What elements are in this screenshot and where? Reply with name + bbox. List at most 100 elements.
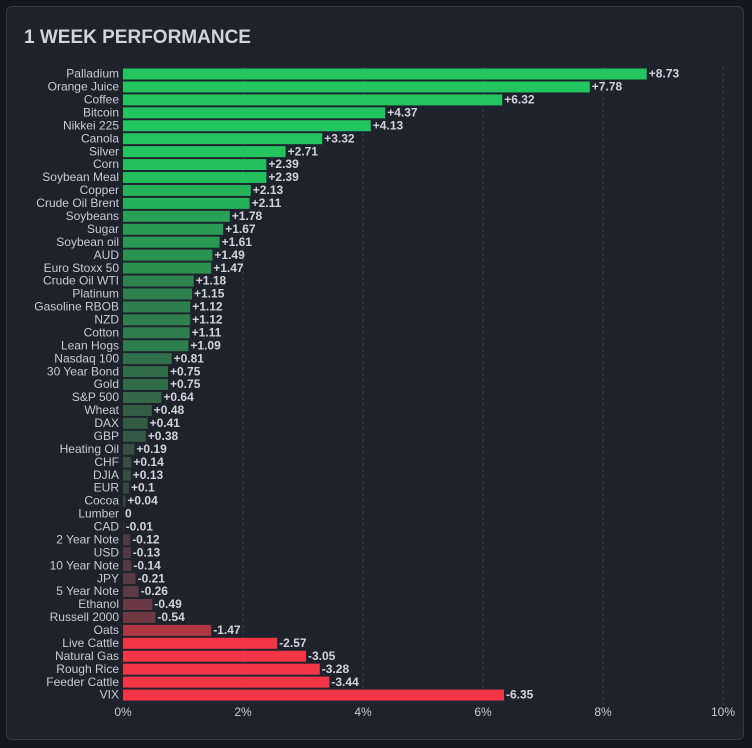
bar <box>123 262 212 274</box>
bar <box>123 275 194 287</box>
bar <box>123 120 371 132</box>
bar <box>123 521 124 533</box>
value-label: +0.14 <box>133 455 164 469</box>
category-label: S&P 500 <box>72 390 119 404</box>
value-label: +0.75 <box>170 377 201 391</box>
category-label: Crude Oil Brent <box>36 196 119 210</box>
bar <box>123 184 251 196</box>
value-label: +1.12 <box>192 300 223 314</box>
category-label: EUR <box>94 481 120 495</box>
value-label: +1.12 <box>192 313 223 327</box>
value-label: +4.37 <box>387 105 418 119</box>
value-label: +8.73 <box>649 67 680 81</box>
bar <box>123 495 126 507</box>
bar <box>123 146 286 158</box>
bar <box>123 353 172 365</box>
value-label: +0.38 <box>148 429 179 443</box>
bar <box>123 327 190 339</box>
category-label: Live Cattle <box>62 636 119 650</box>
bar <box>123 611 156 623</box>
bar <box>123 404 152 416</box>
value-label: -6.35 <box>506 688 534 702</box>
bar <box>123 210 230 222</box>
x-tick-label: 2% <box>234 705 252 719</box>
category-label: Feeder Cattle <box>46 675 119 689</box>
category-label: Orange Juice <box>48 80 120 94</box>
category-label: CAD <box>94 520 120 534</box>
category-label: DAX <box>94 416 119 430</box>
bar <box>123 469 131 481</box>
value-label: +0.13 <box>133 468 164 482</box>
category-label: AUD <box>94 248 120 262</box>
category-label: Cocoa <box>84 494 119 508</box>
bar <box>123 598 153 610</box>
value-label: -0.21 <box>138 571 166 585</box>
category-label: Crude Oil WTI <box>43 274 119 288</box>
value-label: +1.49 <box>214 248 245 262</box>
bar <box>123 637 278 649</box>
bar <box>123 689 504 701</box>
bar <box>123 288 192 300</box>
value-label: -0.26 <box>141 584 169 598</box>
x-tick-label: 4% <box>354 705 372 719</box>
category-label: Oats <box>94 623 119 637</box>
category-label: Sugar <box>87 222 119 236</box>
value-label: +1.11 <box>192 325 222 339</box>
category-label: Soybeans <box>66 209 119 223</box>
value-label: +3.32 <box>324 131 355 145</box>
x-tick-label: 8% <box>594 705 612 719</box>
value-label: -0.01 <box>126 520 154 534</box>
bar <box>123 560 132 572</box>
category-label: Canola <box>81 131 119 145</box>
category-label: Soybean oil <box>56 235 119 249</box>
category-label: Lumber <box>78 507 119 521</box>
category-label: 5 Year Note <box>56 584 119 598</box>
category-label: VIX <box>100 688 119 702</box>
value-label: +1.15 <box>194 287 225 301</box>
bar <box>123 534 131 546</box>
category-label: DJIA <box>93 468 119 482</box>
category-label: Corn <box>93 157 119 171</box>
bar <box>123 456 132 468</box>
value-label: +4.13 <box>373 118 404 132</box>
value-label: -0.12 <box>132 532 160 546</box>
bar <box>123 159 267 171</box>
category-label: Gasoline RBOB <box>34 300 119 314</box>
category-label: Platinum <box>72 287 119 301</box>
category-label: CHF <box>94 455 119 469</box>
category-label: USD <box>94 545 120 559</box>
category-label: Copper <box>80 183 119 197</box>
category-label: Palladium <box>66 67 119 81</box>
bar <box>123 586 139 598</box>
category-label: Silver <box>89 144 119 158</box>
bar <box>123 443 135 455</box>
category-label: 30 Year Bond <box>47 364 119 378</box>
value-label: +2.71 <box>288 144 319 158</box>
category-label: Ethanol <box>78 597 119 611</box>
value-label: +0.19 <box>136 442 167 456</box>
value-label: +2.13 <box>253 183 284 197</box>
value-label: -3.05 <box>308 649 336 663</box>
bar <box>123 573 136 585</box>
value-label: +0.75 <box>170 364 201 378</box>
value-label: +0.41 <box>150 416 181 430</box>
category-label: Gold <box>94 377 119 391</box>
bar <box>123 379 168 391</box>
value-label: 0 <box>125 507 132 521</box>
value-label: -3.44 <box>331 675 359 689</box>
value-label: +0.48 <box>154 403 185 417</box>
value-label: -1.47 <box>213 623 241 637</box>
bar <box>123 663 320 675</box>
value-label: +7.78 <box>592 80 623 94</box>
bar <box>123 172 267 184</box>
category-label: GBP <box>94 429 119 443</box>
bar <box>123 197 250 209</box>
value-label: -0.13 <box>133 545 161 559</box>
value-label: +2.11 <box>252 196 282 210</box>
bar <box>123 650 306 662</box>
bar <box>123 547 131 559</box>
category-label: Russell 2000 <box>50 610 120 624</box>
value-label: +1.47 <box>213 261 244 275</box>
category-label: Rough Rice <box>56 662 119 676</box>
